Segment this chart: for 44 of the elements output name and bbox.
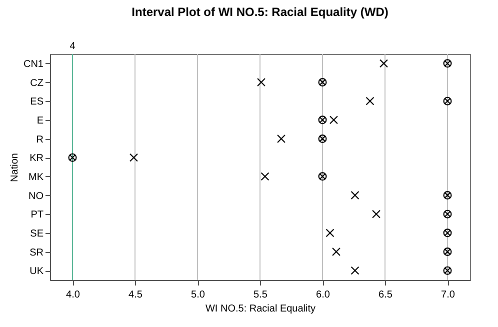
x-tick-label: 7.0 [441,290,456,300]
point [318,116,327,124]
point [379,59,388,68]
y-tick-label: E [36,115,44,126]
point [260,172,270,181]
y-tick-label: SE [30,228,44,240]
point [332,247,341,256]
point [443,228,452,238]
point [276,134,286,144]
point [68,153,77,162]
y-tick-label: ES [30,96,44,108]
point [443,210,452,218]
y-tick-label: CN1 [23,58,44,70]
point [443,190,452,200]
y-tick-label: CZ [30,78,44,89]
point [318,78,327,87]
point [443,59,452,68]
point [256,78,266,87]
x-tick-label: 4.0 [66,290,80,300]
y-axis-title: Nation [9,153,20,182]
point [443,266,452,275]
point [350,190,360,200]
y-tick-label: SR [30,247,44,258]
y-tick-label: KR [30,153,44,164]
y-tick-label: R [36,134,44,146]
point [443,96,452,106]
x-tick-label: 5.0 [191,290,206,300]
y-tick-label: MK [28,172,44,183]
y-tick-label: UK [30,266,44,278]
point [366,96,374,106]
point [318,172,327,181]
y-tick-label: PT [30,210,44,221]
x-tick-label: 5.5 [254,290,268,300]
x-tick-label: 4.5 [128,290,143,300]
x-tick-label: 6.5 [378,290,393,300]
point [350,266,360,275]
point [443,247,452,256]
point [326,228,334,238]
x-tick-label: 6.0 [316,290,330,300]
x-axis-title: WI NO.5: Racial Equality [205,304,316,314]
ref-line-label: 4 [70,41,76,52]
y-tick-label: NO [28,190,44,202]
chart-title: Interval Plot of WI NO.5: Racial Equality (WD) [132,5,388,19]
point [318,134,327,144]
